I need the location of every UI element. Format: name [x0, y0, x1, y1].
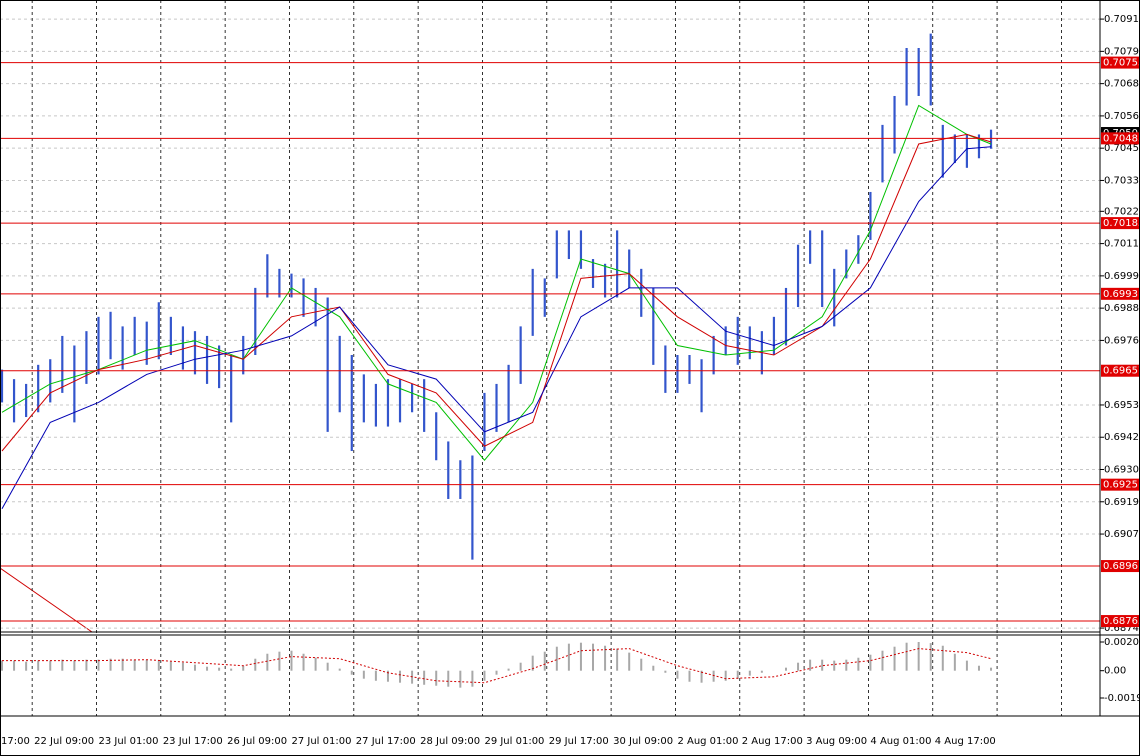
x-tick-label: 27 Jul 01:00	[291, 736, 351, 747]
x-tick-label: 27 Jul 17:00	[356, 736, 416, 747]
y-tick-label: 0.70335	[1104, 175, 1140, 186]
x-tick-label: 26 Jul 09:00	[227, 736, 287, 747]
level-label: 0.69931	[1103, 289, 1140, 300]
y-tick-label: 0.69995	[1104, 271, 1140, 282]
level-label: 0.70755	[1103, 58, 1140, 69]
x-tick-label: 30 Jul 09:00	[613, 736, 673, 747]
level-label-bg	[1101, 132, 1140, 145]
level-label: 0.68765	[1103, 616, 1140, 627]
y-tick-label: 0.68740	[1104, 623, 1140, 634]
y-tick-label: 0.002081	[1104, 637, 1140, 648]
level-label-bg	[1101, 217, 1140, 230]
level-label-bg	[1101, 364, 1140, 377]
y-tick-label: 0.70565	[1104, 111, 1140, 122]
x-tick-label: 4 Aug 17:00	[935, 736, 996, 747]
y-tick-label: 0.69305	[1104, 465, 1140, 476]
y-tick-label: 0.69535	[1104, 400, 1140, 411]
level-label-bg	[1101, 287, 1140, 300]
signal-line	[2, 648, 992, 684]
x-tick-label: 23 Jul 01:00	[98, 736, 158, 747]
x-tick-label: 2 Aug 01:00	[677, 736, 738, 747]
moving-average	[1, 133, 992, 452]
y-tick-label: 0.70225	[1104, 206, 1140, 217]
moving-average	[1, 146, 992, 510]
y-tick-label: -0.00198	[1104, 693, 1140, 704]
x-tick-label: 17:00	[1, 736, 30, 747]
level-label-bg	[1101, 478, 1140, 491]
moving-average	[1, 104, 992, 461]
level-label-bg	[1101, 56, 1140, 69]
x-tick-label: 4 Aug 01:00	[870, 736, 931, 747]
level-label: 0.69657	[1103, 366, 1140, 377]
y-tick-label: 0.69075	[1104, 529, 1140, 540]
x-tick-label: 2 Aug 17:00	[742, 736, 803, 747]
level-label: 0.70485	[1103, 133, 1140, 144]
level-label-bg	[1101, 560, 1140, 573]
level-label-bg	[1101, 615, 1140, 628]
x-tick-label: 29 Jul 01:00	[484, 736, 544, 747]
level-label: 0.70183	[1103, 218, 1140, 229]
level-label: 0.68961	[1103, 561, 1140, 572]
x-tick-label: 29 Jul 17:00	[549, 736, 609, 747]
x-tick-label: 28 Jul 09:00	[420, 736, 480, 747]
x-tick-label: 3 Aug 09:00	[806, 736, 867, 747]
y-tick-label: 0.69765	[1104, 335, 1140, 346]
x-tick-label: 22 Jul 09:00	[34, 736, 94, 747]
x-tick-label: 23 Jul 17:00	[163, 736, 223, 747]
level-label: 0.69251	[1103, 480, 1140, 491]
y-tick-label: 0.00	[1104, 666, 1126, 677]
y-tick-label: 0.70795	[1104, 46, 1140, 57]
